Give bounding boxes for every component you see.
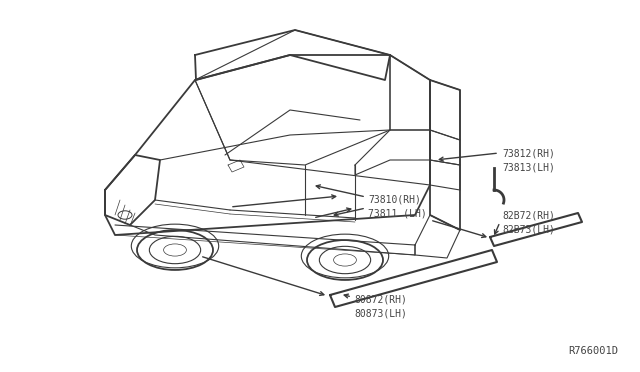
Text: 80872(RH)
80873(LH): 80872(RH) 80873(LH) [354,294,407,318]
Text: 73812(RH)
73813(LH): 73812(RH) 73813(LH) [502,148,555,172]
Text: R766001D: R766001D [568,346,618,356]
Text: 73810(RH)
73811 (LH): 73810(RH) 73811 (LH) [368,194,427,218]
Text: 82B72(RH)
82B73(LH): 82B72(RH) 82B73(LH) [502,210,555,234]
